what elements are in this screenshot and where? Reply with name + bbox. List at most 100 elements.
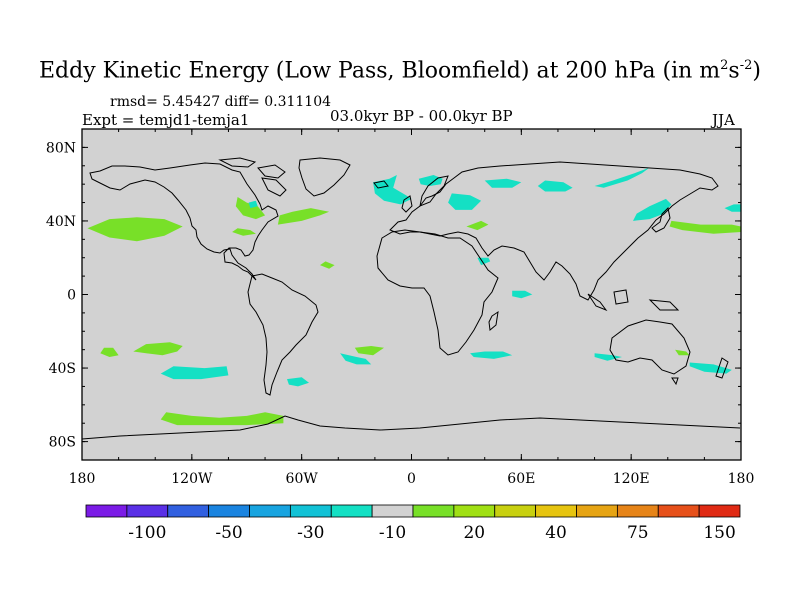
anomaly-region-positive <box>466 220 489 231</box>
lon-tick-label: 180 <box>728 471 755 487</box>
lat-tick-label: 80N <box>46 140 76 156</box>
coastline-madagascar <box>488 310 499 331</box>
anomaly-region-negative <box>594 353 622 361</box>
lon-tick-label: 0 <box>407 471 416 487</box>
season-label: JJA <box>712 111 735 129</box>
anomaly-region-positive <box>669 220 741 234</box>
anomaly-region-positive <box>232 228 256 236</box>
lon-tick-label: 60E <box>507 471 535 487</box>
anomaly-region-negative <box>633 198 672 221</box>
anomaly-region-positive <box>277 208 330 225</box>
colorbar-swatch <box>453 504 496 518</box>
title-unit-exp1: 2 <box>720 58 729 73</box>
colorbar-label: -50 <box>215 523 242 543</box>
anomaly-region-negative <box>373 175 412 205</box>
coastline-sumatra <box>587 293 608 312</box>
colorbar-swatch <box>85 504 128 518</box>
lon-tick-label: 120W <box>171 471 213 487</box>
anomaly-region-negative <box>689 362 732 374</box>
anomaly-region-negative <box>248 200 258 209</box>
title-text: Eddy Kinetic Energy (Low Pass, Bloomfiel… <box>39 58 721 84</box>
coastline-baffin <box>261 177 287 197</box>
experiment-label: Expt = temjd1-temja1 <box>82 111 250 129</box>
coastline-japan <box>651 206 671 233</box>
lon-tick-label: 180 <box>69 471 96 487</box>
anomaly-region-negative <box>512 290 533 299</box>
colorbar-label: -100 <box>128 523 166 543</box>
coastline-tasmania <box>671 377 679 386</box>
coastline-antarctica <box>81 415 741 440</box>
coastline-north-america <box>89 162 279 281</box>
anomaly-region-negative <box>287 377 309 387</box>
anomaly-region-positive <box>133 342 183 356</box>
colorbar-swatch <box>657 504 700 518</box>
lat-tick-label: 0 <box>67 288 76 304</box>
coastline-uk <box>401 195 413 213</box>
anomaly-region-positive <box>100 347 119 357</box>
chart-title: Eddy Kinetic Energy (Low Pass, Bloomfiel… <box>0 58 800 83</box>
coastline-borneo <box>613 289 629 305</box>
coastline-arctic-island <box>257 164 286 179</box>
period-label: 03.0kyr BP - 00.0kyr BP <box>330 107 513 125</box>
colorbar-label: 150 <box>703 523 735 543</box>
colorbar-swatch <box>249 504 291 518</box>
axis-ticks <box>81 128 742 461</box>
coastline-arctic-island <box>218 157 257 168</box>
stats-line: rmsd= 5.45427 diff= 0.311104 <box>110 94 332 110</box>
lat-tick-label: 40S <box>49 361 76 377</box>
colorbar-swatch <box>208 504 250 518</box>
colorbar-label: -30 <box>297 523 324 543</box>
anomaly-region-negative <box>160 366 229 380</box>
anomaly-region-positive <box>354 346 384 356</box>
colorbar-label: 40 <box>545 523 567 543</box>
colorbar-swatch <box>494 504 537 518</box>
anomaly-region-positive <box>160 412 284 426</box>
anomaly-region-positive <box>320 261 335 269</box>
lon-tick-label: 120E <box>613 471 650 487</box>
anomaly-region-negative <box>537 180 573 192</box>
colorbar-swatch <box>576 504 618 518</box>
coastline-new-zealand <box>715 357 729 379</box>
coastline-australia <box>609 319 691 375</box>
anomaly-region-negative <box>340 353 372 365</box>
contour-features <box>87 167 741 426</box>
coastline-africa <box>376 229 499 356</box>
coastline-new-guinea <box>648 299 680 311</box>
anomaly-region-negative <box>418 175 443 186</box>
colorbar-swatch <box>289 504 332 518</box>
colorbar-swatch <box>126 504 169 518</box>
coastline-greenland <box>298 157 351 197</box>
anomaly-region-positive <box>675 349 690 356</box>
coastline-iceland <box>373 180 389 189</box>
title-unit-exp2: -2 <box>739 58 753 73</box>
anomaly-region-negative <box>484 178 522 188</box>
title-unit-s: s <box>728 58 740 84</box>
colorbar-swatch <box>616 504 659 518</box>
coastline-eurasia <box>389 161 719 301</box>
colorbar-swatch <box>371 504 414 518</box>
anomaly-region-negative <box>470 351 513 359</box>
colorbar: -100 -50 -30 -10 20 40 75 150 <box>85 504 741 543</box>
colorbar-swatch <box>698 504 741 518</box>
colorbar-swatch <box>330 504 373 518</box>
anomaly-region-negative <box>448 193 482 210</box>
colorbar-label: 20 <box>463 523 485 543</box>
lon-tick-label: 60W <box>286 471 319 487</box>
lat-tick-label: 40N <box>46 214 76 230</box>
colorbar-swatch <box>412 504 455 518</box>
title-close: ) <box>752 58 761 84</box>
coastline-scandinavia <box>419 175 449 207</box>
lat-tick-label: 80S <box>49 435 76 451</box>
coastline-south-america <box>247 273 319 396</box>
anomaly-region-positive <box>87 217 183 242</box>
colorbar-swatch <box>535 504 577 518</box>
anomaly-region-negative <box>724 204 741 212</box>
map-background <box>82 129 741 460</box>
coastlines <box>81 157 741 440</box>
colorbar-label: -10 <box>379 523 406 543</box>
colorbar-label: 75 <box>627 523 649 543</box>
colorbar-swatch <box>167 504 210 518</box>
axis-tick-labels: 80N 40N 0 40S 80S 180 120W 60W 0 60E 120E 180 <box>46 140 754 487</box>
anomaly-region-negative <box>594 167 650 188</box>
